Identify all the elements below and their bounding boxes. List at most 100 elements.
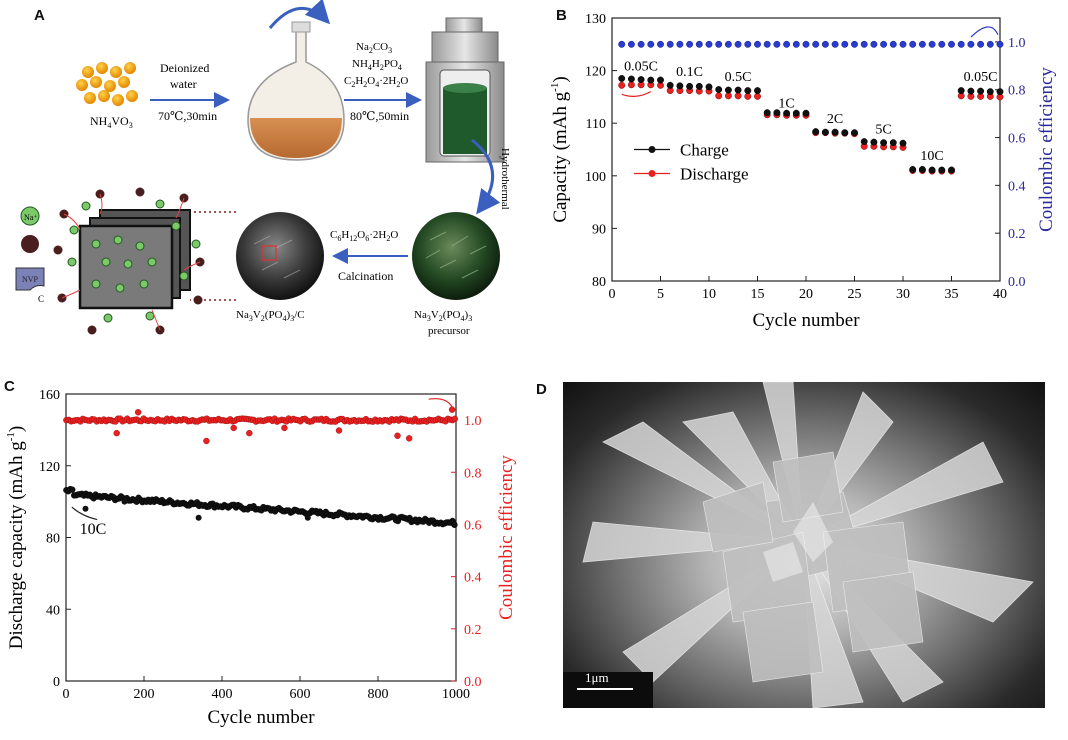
y2-tick-label: 1.0 (464, 414, 482, 429)
reagent-nh4h2po4: NH4H2PO4 (352, 58, 402, 72)
ce-point (657, 40, 664, 48)
ce-point (957, 40, 965, 48)
rate-capability-chart: 0 5 10 15 20 25 30 35 40 80 90 100 110 120 130 0.0 0.2 0.… (549, 12, 1057, 331)
y-tick-label: 80 (46, 532, 60, 547)
ce-point (724, 40, 732, 48)
y2-tick-label: 0.8 (1008, 84, 1026, 99)
ce-point (686, 40, 694, 48)
ce-point (618, 40, 626, 48)
x-tick-label: 15 (751, 287, 765, 302)
charge-point (909, 166, 917, 173)
glucose-label: C6H12O6·2H2O (330, 229, 398, 243)
precursor-label: precursor (428, 325, 470, 337)
product-sphere (236, 212, 324, 300)
charge-point (899, 139, 907, 147)
step2-cond: 80℃,50min (350, 109, 409, 123)
chart-b-ylabel: Capacity (mAh g-1) (549, 76, 571, 222)
y2-tick-label: 0.8 (464, 466, 482, 481)
charge-point (647, 76, 655, 84)
step1-mid: water (170, 77, 197, 91)
y-tick-label: 110 (586, 117, 606, 132)
ce-point (986, 40, 994, 48)
charge-point (618, 75, 626, 82)
discharge-point (627, 81, 635, 89)
reagent-na2co3: Na2CO3 (356, 41, 392, 55)
x-tick-label: 1000 (442, 687, 470, 702)
y-tick-label: 130 (585, 12, 606, 27)
charge-point (957, 87, 965, 95)
ce-axis-arrow-icon (428, 398, 453, 408)
nvp-sheet-schematic (53, 187, 205, 335)
ce-point (754, 40, 761, 48)
precursor-formula: Na3V2(PO4)3 (414, 309, 472, 323)
ce-point (676, 40, 684, 48)
ce-point (831, 40, 839, 48)
panel-label-c: C (4, 378, 15, 395)
rate-label: 2C (827, 112, 843, 127)
long-cycling-chart: 0 200 400 600 800 1000 0 40 80 120 160 0.0 0.2 0.4 0.6… (5, 388, 517, 728)
ce-point (880, 40, 888, 48)
x-tick-label: 30 (896, 287, 910, 302)
na-ion-legend-label: Na⁺ (24, 213, 38, 222)
discharge-point (724, 92, 732, 100)
legend-marker (648, 170, 656, 177)
x-tick-label: 35 (945, 287, 959, 302)
chart-c-rate-annotation: 10C (80, 521, 107, 538)
charge-point (802, 109, 810, 117)
chart-c-y2label: Coulombic efficiency (496, 455, 517, 620)
ce-outlier-point (134, 409, 142, 416)
flask-icon (247, 21, 345, 161)
product-formula: Na3V2(PO4)3/C (236, 309, 305, 323)
charge-point (889, 139, 897, 147)
x-tick-label: 400 (212, 687, 233, 702)
charge-point (783, 109, 791, 117)
charge-point (880, 139, 888, 147)
charge-point (695, 82, 703, 90)
y2-tick-label: 1.0 (1008, 36, 1026, 51)
charge-point (676, 82, 684, 90)
y-tick-label: 90 (592, 222, 606, 237)
ce-point (802, 40, 810, 48)
legend-marker (648, 146, 656, 153)
rate-label: 10C (920, 149, 943, 164)
ce-point (851, 40, 858, 48)
x-tick-label: 0 (609, 287, 616, 302)
nh4vo3-particles (76, 62, 138, 106)
ce-point (967, 40, 975, 48)
y2-tick-label: 0.2 (1008, 227, 1026, 242)
reagent-oxalic: C2H2O4·2H2O (344, 75, 408, 89)
chart-b-y2label: Coulombic efficiency (1036, 67, 1057, 232)
na-ion-legend-icon (20, 206, 40, 226)
charge-point (792, 109, 800, 117)
capacity-outlier-point (82, 505, 89, 512)
y2-tick-label: 0.0 (1008, 275, 1026, 290)
charge-point (977, 87, 985, 95)
charge-point (821, 128, 829, 136)
ce-point (773, 40, 781, 48)
charge-point (986, 88, 994, 96)
charge-point (666, 81, 674, 89)
capacity-point (451, 521, 458, 529)
chart-c-ylabel: Discharge capacity (mAh g-1) (5, 426, 27, 650)
rate-label: 0.05C (624, 60, 658, 75)
ce-point (705, 40, 713, 48)
x-tick-label: 25 (848, 287, 862, 302)
chart-b-xlabel: Cycle number (752, 310, 860, 331)
charge-point (705, 83, 713, 91)
charge-point (851, 129, 858, 137)
charge-point (734, 86, 742, 94)
y-tick-label: 100 (585, 170, 606, 185)
rate-label: 0.1C (676, 65, 703, 80)
ce-point (715, 40, 723, 48)
step1-cond: 70℃,30min (158, 109, 217, 123)
charge-point (812, 128, 820, 136)
hydrothermal-label: Hydrothermal (499, 148, 511, 210)
charge-point (870, 138, 878, 146)
scale-bar-label: 1μm (585, 670, 609, 685)
ce-point (792, 40, 800, 48)
ce-point (928, 40, 936, 48)
charge-point (637, 76, 645, 83)
ce-point (451, 415, 459, 423)
y2-tick-label: 0.4 (464, 571, 482, 586)
charge-point (657, 76, 664, 84)
